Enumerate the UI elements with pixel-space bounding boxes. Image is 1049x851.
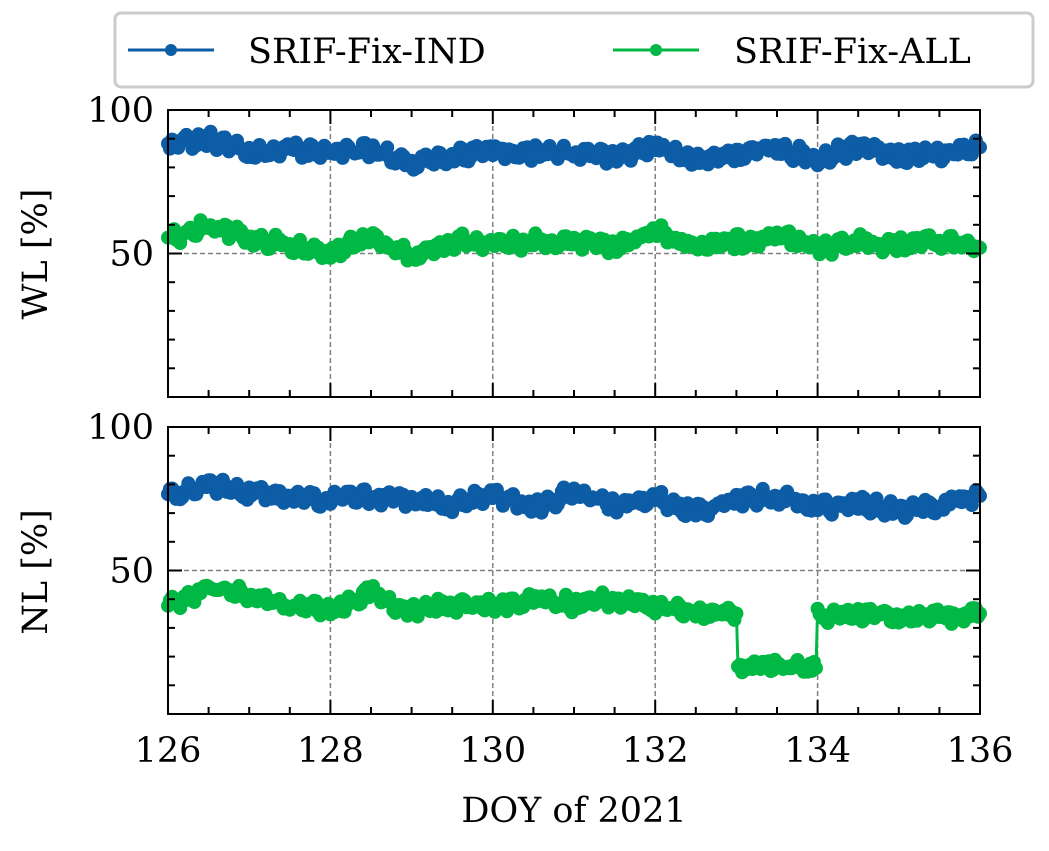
x-tick-label: 134 [784, 731, 851, 771]
legend-entry-ind: SRIF-Fix-IND [128, 32, 486, 72]
panel-nl-series [161, 472, 987, 680]
x-tick-label: 130 [459, 731, 526, 771]
legend-label-ind: SRIF-Fix-IND [248, 32, 486, 72]
panel-wl-ticks [167, 109, 981, 398]
panel-wl-ylabel: WL [%] [16, 189, 56, 320]
panel-nl-frame [167, 426, 981, 715]
panel-nl: 50 100 126 128 130 132 134 136 NL [%] DOY of 2… [16, 408, 1013, 831]
data-point [964, 498, 979, 513]
y-tick-label: 100 [87, 408, 154, 448]
data-point [729, 606, 744, 621]
panel-nl-markers-ind [161, 472, 987, 525]
legend-swatch-ind-marker [165, 44, 177, 56]
panel-wl-frame [167, 109, 981, 398]
panel-wl: 50 100 WL [%] [16, 91, 987, 398]
legend-swatch-all-marker [650, 44, 662, 56]
legend-frame [113, 11, 1035, 89]
x-tick-label: 126 [135, 731, 202, 771]
y-tick-label: 50 [109, 235, 154, 275]
x-tick-label: 136 [947, 731, 1014, 771]
legend: SRIF-Fix-IND SRIF-Fix-ALL [113, 11, 1035, 89]
panel-nl-ylabel: NL [%] [16, 509, 56, 635]
legend-entry-all: SRIF-Fix-ALL [613, 32, 971, 72]
y-tick-label: 50 [109, 552, 154, 592]
panel-nl-ytick-labels: 50 100 [87, 408, 154, 592]
panel-wl-markers-ind [161, 124, 987, 177]
panel-wl-markers-all [161, 213, 987, 268]
x-tick-label: 132 [622, 731, 689, 771]
panel-wl-ytick-labels: 50 100 [87, 91, 154, 275]
data-point [809, 661, 823, 676]
x-axis-label: DOY of 2021 [461, 791, 686, 831]
y-tick-label: 100 [87, 91, 154, 131]
panel-wl-series [161, 124, 987, 268]
legend-label-all: SRIF-Fix-ALL [734, 32, 971, 72]
panel-nl-grid [168, 427, 980, 714]
x-tick-label: 128 [297, 731, 364, 771]
panel-nl-xtick-labels: 126 128 130 132 134 136 [135, 731, 1014, 771]
panel-nl-markers-all [161, 578, 987, 680]
